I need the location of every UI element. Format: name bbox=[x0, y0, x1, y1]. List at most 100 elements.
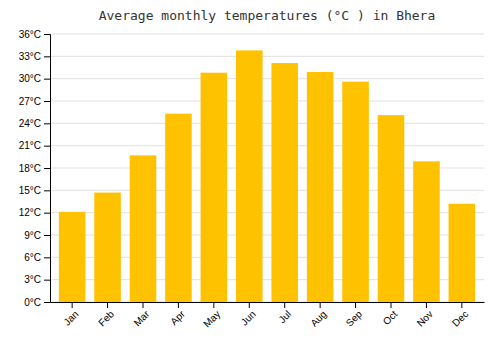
y-tick-mark bbox=[44, 302, 50, 303]
x-tick: Jun bbox=[239, 302, 258, 328]
y-tick: 27°C bbox=[19, 96, 50, 107]
grid-line bbox=[50, 145, 484, 146]
x-tick-label: Sep bbox=[344, 308, 365, 329]
y-axis: 0°C 3°C 6°C 9°C 12°C 15°C 18°C 21°C 24°C 27°C 30°C… bbox=[19, 29, 51, 308]
y-tick-mark bbox=[44, 168, 50, 169]
y-tick-mark bbox=[44, 101, 50, 102]
x-tick-mark bbox=[178, 302, 179, 308]
y-tick-label: 18°C bbox=[19, 163, 41, 174]
plot-area: 0°C 3°C 6°C 9°C 12°C 15°C 18°C 21°C 24°C 27°C 30°C… bbox=[19, 29, 485, 330]
y-tick: 3°C bbox=[24, 274, 50, 285]
x-tick-mark bbox=[249, 302, 250, 308]
x-tick-mark bbox=[391, 302, 392, 308]
x-tick: Nov bbox=[415, 302, 435, 329]
x-tick-mark bbox=[143, 302, 144, 308]
x-tick: Mar bbox=[132, 302, 152, 328]
y-tick-label: 24°C bbox=[19, 118, 41, 129]
x-tick-mark bbox=[107, 302, 108, 308]
x-tick-mark bbox=[426, 302, 427, 308]
grid-line bbox=[50, 56, 484, 57]
x-axis-line bbox=[51, 302, 485, 303]
y-tick-mark bbox=[44, 257, 50, 258]
x-tick-label: Mar bbox=[132, 308, 152, 328]
x-tick-label: Jun bbox=[239, 308, 258, 327]
x-tick: Sep bbox=[344, 302, 365, 329]
y-tick-mark bbox=[44, 123, 50, 124]
x-tick-mark bbox=[213, 302, 214, 308]
y-tick: 36°C bbox=[19, 29, 50, 40]
x-tick-label: Aug bbox=[308, 308, 328, 328]
x-tick: May bbox=[201, 302, 222, 330]
y-tick: 6°C bbox=[24, 252, 50, 263]
y-tick: 0°C bbox=[24, 297, 50, 308]
y-tick-mark bbox=[44, 235, 50, 236]
y-tick: 24°C bbox=[19, 118, 50, 129]
bar bbox=[307, 72, 334, 302]
bar bbox=[165, 114, 192, 302]
x-tick-label: Oct bbox=[381, 308, 400, 327]
y-tick-label: 33°C bbox=[19, 51, 41, 62]
bar bbox=[130, 155, 157, 302]
y-tick-mark bbox=[44, 213, 50, 214]
bar bbox=[94, 193, 121, 302]
y-axis-line bbox=[44, 35, 51, 303]
grid bbox=[50, 34, 484, 302]
x-tick-label: Apr bbox=[168, 308, 187, 327]
x-tick-label: Jul bbox=[276, 308, 293, 325]
y-tick-mark bbox=[44, 190, 50, 191]
x-tick-mark bbox=[284, 302, 285, 308]
x-tick: Oct bbox=[381, 302, 400, 327]
bar bbox=[378, 115, 405, 302]
y-tick-label: 6°C bbox=[24, 252, 41, 263]
bar bbox=[271, 63, 298, 302]
x-tick-label: Feb bbox=[96, 308, 116, 328]
y-tick: 21°C bbox=[19, 140, 50, 151]
y-tick: 33°C bbox=[19, 51, 50, 62]
bar bbox=[236, 50, 263, 302]
bar bbox=[59, 212, 86, 302]
y-tick-mark bbox=[44, 56, 50, 57]
y-tick-label: 3°C bbox=[24, 274, 41, 285]
bars bbox=[59, 50, 475, 302]
bar bbox=[201, 73, 228, 302]
y-tick-label: 27°C bbox=[19, 96, 41, 107]
x-tick-label: Dec bbox=[450, 308, 470, 328]
y-tick: 12°C bbox=[19, 207, 50, 218]
y-tick-mark bbox=[44, 280, 50, 281]
x-tick: Feb bbox=[96, 302, 116, 328]
grid-line bbox=[50, 101, 484, 102]
x-tick-label: Nov bbox=[415, 308, 435, 328]
y-tick-label: 9°C bbox=[24, 230, 41, 241]
y-tick: 30°C bbox=[19, 73, 50, 84]
bar bbox=[449, 204, 476, 302]
y-tick-label: 21°C bbox=[19, 140, 41, 151]
y-tick-label: 15°C bbox=[19, 185, 41, 196]
y-tick: 15°C bbox=[19, 185, 50, 196]
x-tick: Aug bbox=[308, 302, 328, 329]
bar bbox=[342, 82, 369, 302]
x-tick-mark bbox=[355, 302, 356, 308]
y-tick-mark bbox=[44, 79, 50, 80]
grid-line bbox=[50, 123, 484, 124]
x-tick-label: May bbox=[201, 308, 222, 329]
x-tick: Jan bbox=[61, 302, 80, 328]
grid-line bbox=[50, 34, 484, 35]
x-tick: Jul bbox=[276, 302, 293, 325]
y-tick-label: 36°C bbox=[19, 29, 41, 40]
x-tick-mark bbox=[461, 302, 462, 308]
bar bbox=[413, 161, 440, 302]
y-tick-mark bbox=[44, 146, 50, 147]
x-tick-mark bbox=[320, 302, 321, 308]
title: Average monthly temperatures (°C ) in Bh… bbox=[99, 8, 436, 23]
chart: 0°C 3°C 6°C 9°C 12°C 15°C 18°C 21°C 24°C 27°C 30°C… bbox=[0, 0, 500, 350]
x-tick: Apr bbox=[168, 302, 187, 327]
y-tick-label: 30°C bbox=[19, 73, 41, 84]
x-tick: Dec bbox=[450, 302, 470, 329]
y-tick-label: 12°C bbox=[19, 207, 41, 218]
y-tick-label: 0°C bbox=[24, 297, 41, 308]
y-tick-mark bbox=[44, 34, 50, 35]
grid-line bbox=[50, 78, 484, 79]
y-tick: 18°C bbox=[19, 163, 50, 174]
x-tick-mark bbox=[72, 302, 73, 308]
y-tick: 9°C bbox=[24, 230, 50, 241]
